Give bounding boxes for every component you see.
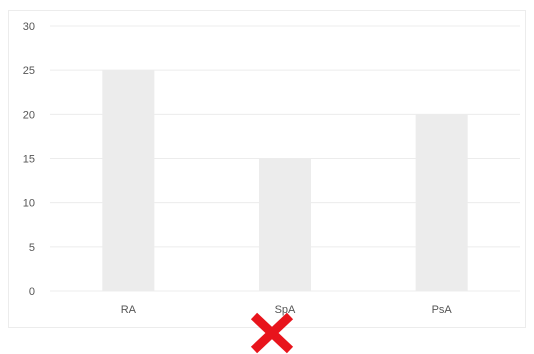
x-category-label-ra: RA	[121, 304, 137, 316]
bars	[102, 70, 468, 292]
bar-spa	[259, 158, 311, 291]
y-tick-label-20: 20	[23, 109, 35, 121]
y-tick-label-15: 15	[23, 154, 35, 166]
y-tick-label-5: 5	[29, 242, 35, 254]
y-tick-label-10: 10	[23, 198, 35, 210]
bar-psa	[415, 114, 468, 291]
y-tick-label-0: 0	[29, 286, 35, 298]
y-tick-label-25: 25	[23, 65, 35, 77]
y-axis-ticks: 0 5 10 15 20 25 30	[23, 21, 35, 298]
x-category-label-psa: PsA	[432, 304, 453, 316]
y-tick-label-30: 30	[23, 21, 35, 33]
x-category-label-spa: SpA	[275, 304, 296, 316]
x-axis-categories: RA SpA PsA	[121, 304, 453, 316]
bar-ra	[102, 70, 155, 292]
red-x-icon	[250, 312, 294, 354]
